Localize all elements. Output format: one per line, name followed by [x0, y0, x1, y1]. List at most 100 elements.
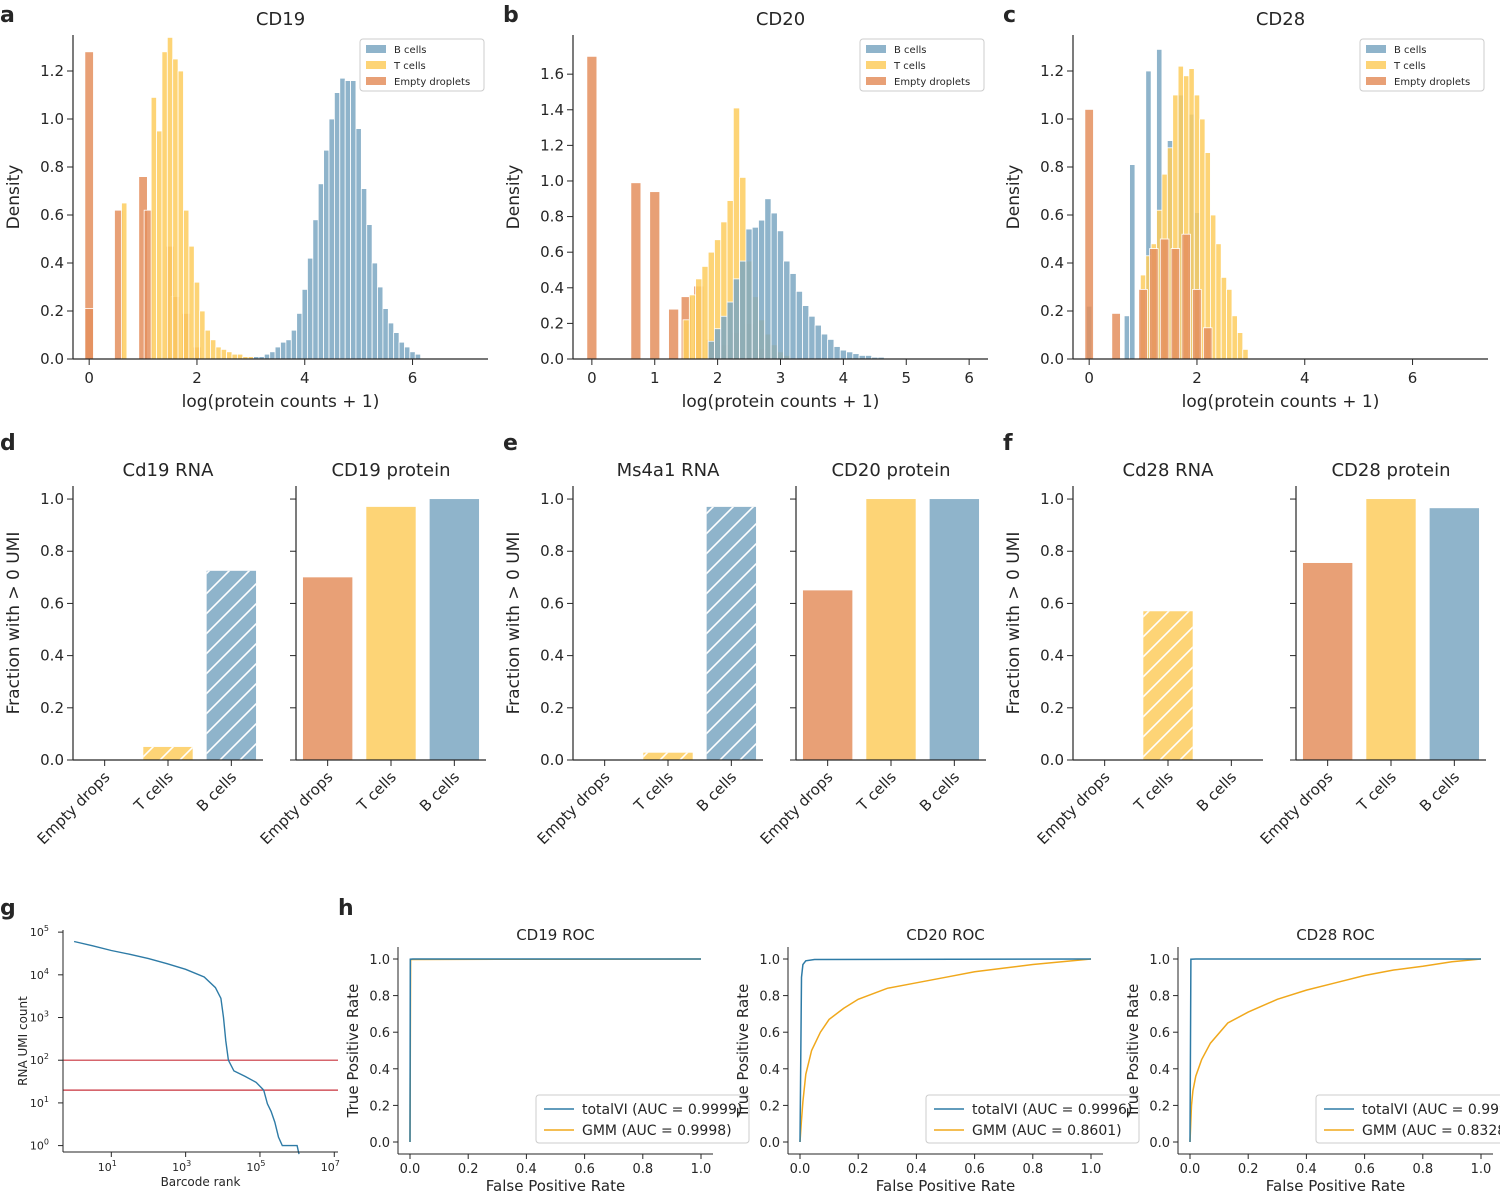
legend-swatch — [366, 45, 386, 53]
x-tick-label: 4 — [300, 369, 310, 387]
y-axis-label: Density — [1004, 165, 1024, 230]
y-tick-label: 0.2 — [1040, 302, 1064, 320]
y-axis-label: Fraction with > 0 UMI — [1004, 532, 1024, 715]
bar-b-cells — [1129, 164, 1136, 360]
y-tick-label: 0.8 — [40, 158, 64, 176]
legend-entry: B cells — [894, 45, 926, 56]
bar-t-cells — [121, 202, 128, 360]
y-tick-label: 100 — [30, 1138, 49, 1153]
y-tick-label: 0.8 — [40, 542, 64, 560]
y-tick-label: 0.6 — [369, 1026, 390, 1041]
fraction-panel-f_rna: Empty drops T cells B cells 0.0 0.2 0.4 0.6 0.8… — [1004, 460, 1263, 848]
y-tick-label: 1.0 — [40, 110, 64, 128]
x-tick-label: T cells — [130, 768, 177, 815]
bar-empty-droplets — [1149, 248, 1159, 360]
x-tick-label: Empty drops — [1034, 768, 1114, 848]
y-tick-label: 0.4 — [369, 1063, 390, 1078]
fraction-panel-d_protein: Empty drops T cells B cells CD19 protein — [257, 460, 486, 848]
legend-swatch — [1366, 45, 1386, 53]
legend-box — [925, 1094, 1140, 1144]
bar-b-cells — [714, 328, 722, 360]
chart-title: CD20 — [756, 9, 805, 30]
x-tick-label: 0.0 — [1180, 1162, 1201, 1177]
x-tick-label: B cells — [1193, 768, 1240, 815]
histogram-c: 0 2 4 6 0.0 0.2 0.4 0.6 0.8 1.0 1.2 CD28 log(protein… — [1004, 9, 1488, 412]
y-axis-label: Density — [504, 165, 524, 230]
x-tick-label: 4 — [1300, 369, 1310, 387]
y-tick-label: 0.8 — [540, 542, 564, 560]
panel-letter-c: c — [1003, 3, 1016, 28]
bar-b-cells — [833, 346, 841, 360]
y-tick-label: 0.0 — [540, 350, 564, 368]
bar-t-cells — [866, 499, 916, 760]
y-tick-label: 0.0 — [40, 350, 64, 368]
x-tick-label: Empty drops — [757, 768, 837, 848]
bar-b-cells — [852, 353, 860, 360]
legend: B cells T cells Empty droplets — [859, 38, 985, 92]
bar-t-cells — [156, 130, 163, 360]
y-axis-label: True Positive Rate — [734, 984, 752, 1119]
legend-box — [535, 1094, 750, 1144]
bar-hatch — [1143, 611, 1193, 760]
fraction-panel-d_rna: Empty drops T cells B cells 0.0 0.2 0.4 0.6 0.8… — [4, 460, 263, 848]
y-tick-label: 0.8 — [540, 208, 564, 226]
bar-b-cells — [789, 273, 797, 360]
x-tick-label: 1.0 — [1471, 1162, 1492, 1177]
x-tick-label: Empty drops — [534, 768, 614, 848]
chart-title: CD28 protein — [1331, 460, 1450, 481]
bar-b-cells — [377, 286, 384, 360]
legend-box — [1359, 38, 1485, 92]
bar-b-cells — [732, 278, 741, 360]
chart-title: CD28 — [1256, 9, 1305, 30]
y-tick-label: 104 — [30, 967, 49, 982]
x-tick-label: 1 — [650, 369, 660, 387]
fraction-panel-e_protein: Empty drops T cells B cells CD20 protein — [757, 460, 986, 848]
x-tick-label: Empty drops — [1257, 768, 1337, 848]
legend-box — [359, 38, 485, 92]
x-axis-label: False Positive Rate — [876, 1177, 1015, 1191]
x-tick-label: 0.0 — [400, 1162, 421, 1177]
x-tick-label: 6 — [964, 369, 974, 387]
y-tick-label: 0.8 — [1040, 542, 1064, 560]
bar-hatch — [206, 570, 257, 760]
legend: totalVI (AUC = 0.9999) GMM (AUC = 0.8328) — [1315, 1094, 1500, 1144]
y-tick-label: 0.4 — [40, 647, 64, 665]
legend-entry: B cells — [1394, 45, 1426, 56]
x-axis-label: Barcode rank — [161, 1175, 241, 1189]
y-tick-label: 0.2 — [1149, 1099, 1170, 1114]
legend-entry: totalVI (AUC = 0.9999) — [1362, 1102, 1500, 1118]
bar-b-cells — [382, 308, 389, 360]
bar-t-cells — [1215, 243, 1222, 360]
bar-empty-droplets — [1111, 312, 1121, 360]
bar-b-cells — [764, 198, 772, 360]
y-tick-label: 1.0 — [540, 490, 564, 508]
bar-b-cells — [739, 260, 747, 360]
legend-swatch — [1366, 77, 1386, 85]
chart-title: CD19 protein — [331, 460, 450, 481]
legend-entry: totalVI (AUC = 0.9996) — [972, 1102, 1132, 1118]
bar-b-cells — [296, 312, 303, 360]
bar-hatch — [643, 752, 693, 760]
bar-b-cells — [409, 351, 416, 360]
panel-letter-e: e — [503, 431, 518, 456]
bar-b-cells — [720, 315, 728, 360]
bar-t-cells — [1220, 276, 1228, 360]
legend-swatch — [366, 77, 386, 85]
legend-swatch — [366, 61, 386, 69]
x-tick-label: 0.4 — [516, 1162, 537, 1177]
y-tick-label: 0.6 — [1040, 594, 1064, 612]
bar-t-cells — [177, 70, 184, 360]
x-tick-label: 105 — [246, 1159, 265, 1174]
y-tick-label: 0.6 — [40, 206, 64, 224]
y-tick-label: 0.2 — [540, 699, 564, 717]
bar-t-cells — [193, 281, 201, 360]
bar-b-cells — [820, 333, 829, 360]
y-tick-label: 0.6 — [540, 594, 564, 612]
legend-swatch — [866, 61, 886, 69]
x-axis-label: False Positive Rate — [1266, 1177, 1405, 1191]
legend: totalVI (AUC = 0.9996) GMM (AUC = 0.8601) — [925, 1094, 1140, 1144]
bar-hatch — [143, 746, 193, 760]
x-tick-label: 0.8 — [632, 1162, 653, 1177]
x-tick-label: 2 — [713, 369, 723, 387]
x-tick-label: 0.4 — [1296, 1162, 1317, 1177]
